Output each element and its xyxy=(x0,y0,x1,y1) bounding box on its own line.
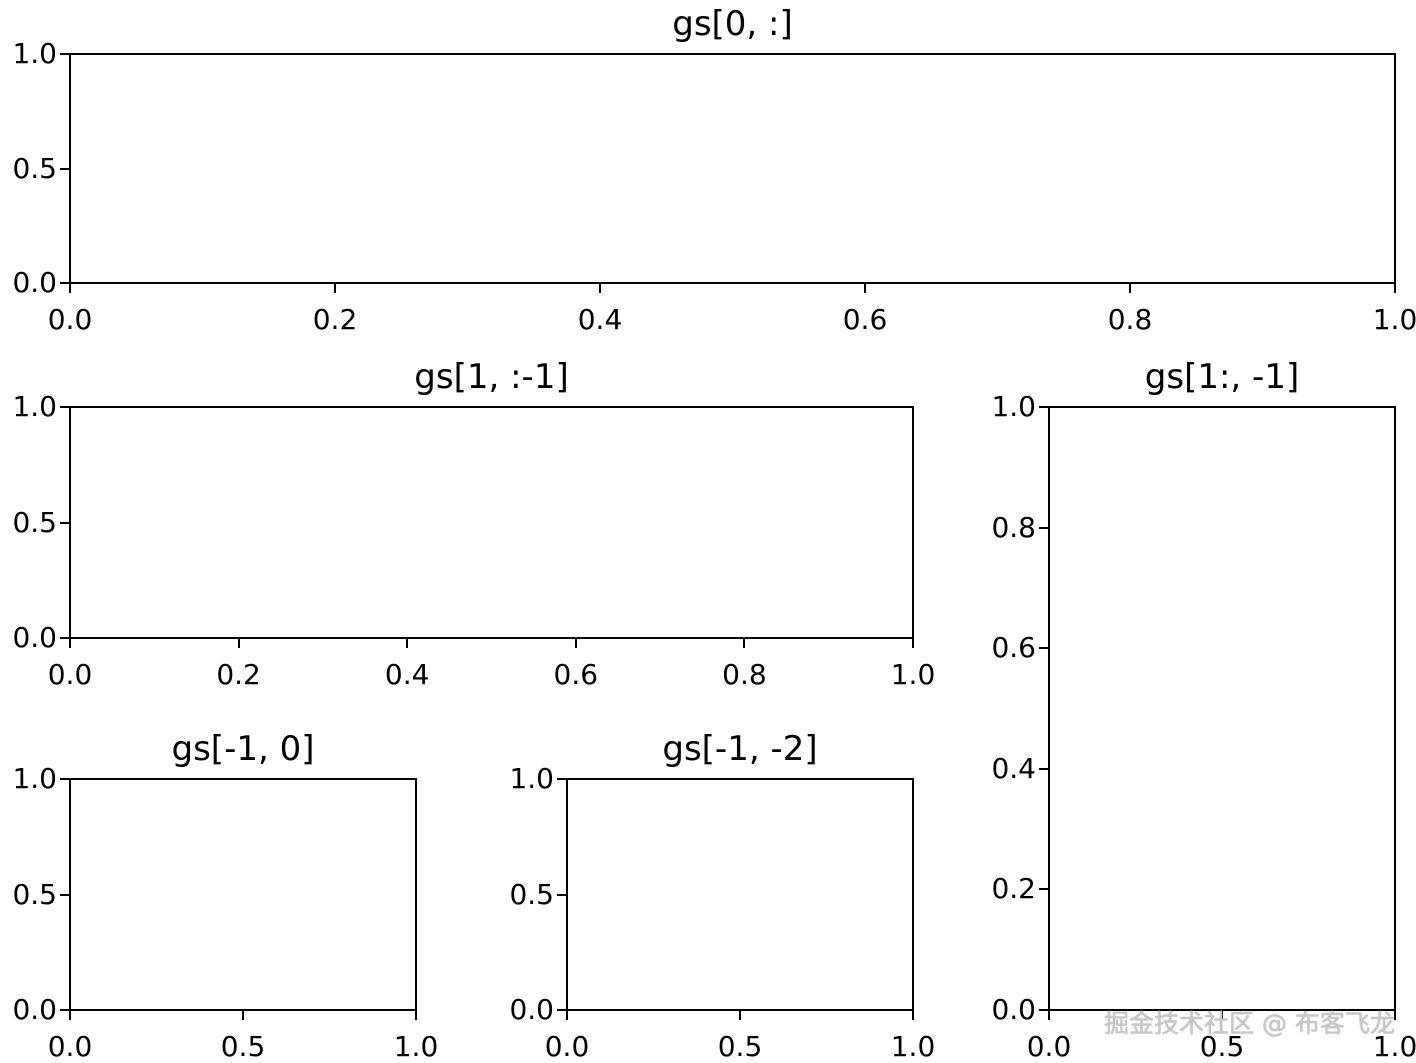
x-tick-mark xyxy=(1129,284,1131,293)
x-tick-mark xyxy=(1048,1011,1050,1020)
y-tick-label: 0.5 xyxy=(12,877,57,911)
y-tick-label: 0.5 xyxy=(12,151,57,185)
subplot-title: gs[0, :] xyxy=(672,4,793,44)
y-tick-mark xyxy=(1039,526,1048,529)
x-tick-label: 0.8 xyxy=(722,658,767,691)
y-tick-mark xyxy=(60,406,69,408)
x-tick-mark xyxy=(334,284,336,293)
y-tick-mark xyxy=(557,893,566,896)
x-tick-mark xyxy=(69,284,71,293)
y-tick-label: 1.0 xyxy=(12,37,57,70)
x-tick-label: 0.4 xyxy=(577,303,623,336)
watermark: 掘金技术社区 @ 布客飞龙 xyxy=(1104,1009,1395,1038)
y-tick-label: 0.0 xyxy=(12,621,57,654)
x-tick-label: 1.0 xyxy=(890,658,936,691)
y-tick-label: 0.8 xyxy=(991,510,1036,544)
y-tick-label: 0.0 xyxy=(509,993,554,1026)
x-tick-mark xyxy=(1394,284,1396,293)
x-tick-label: 1.0 xyxy=(1372,1030,1416,1063)
x-tick-mark xyxy=(864,284,866,293)
x-tick-label: 0.6 xyxy=(842,303,888,336)
x-tick-mark xyxy=(912,1011,914,1020)
y-tick-label: 0.0 xyxy=(12,993,57,1026)
y-tick-mark xyxy=(60,893,69,896)
subplot-axes xyxy=(566,778,914,1011)
x-tick-mark xyxy=(1221,1011,1223,1020)
y-tick-mark xyxy=(557,1009,566,1011)
x-tick-mark xyxy=(415,1011,417,1020)
y-tick-label: 0.5 xyxy=(12,505,57,539)
x-tick-label: 0.0 xyxy=(47,303,93,336)
y-tick-mark xyxy=(60,521,69,524)
x-tick-label: 0.5 xyxy=(717,1030,763,1063)
x-tick-label: 0.2 xyxy=(216,658,261,691)
x-tick-mark xyxy=(69,1011,71,1020)
subplot-axes xyxy=(69,406,914,639)
x-tick-label: 0.6 xyxy=(553,658,599,691)
subplot-axes xyxy=(1048,406,1396,1011)
x-tick-label: 0.5 xyxy=(1199,1030,1245,1063)
y-tick-mark xyxy=(60,1009,69,1011)
y-tick-label: 1.0 xyxy=(12,390,57,423)
y-tick-mark xyxy=(557,778,566,780)
x-tick-label: 0.0 xyxy=(47,1030,93,1063)
x-tick-label: 0.0 xyxy=(47,658,93,691)
subplot-title: gs[-1, 0] xyxy=(171,729,315,769)
y-tick-mark xyxy=(1039,1009,1048,1011)
y-tick-mark xyxy=(1039,647,1048,650)
y-tick-label: 0.5 xyxy=(509,877,554,911)
y-tick-mark xyxy=(1039,406,1048,408)
x-tick-mark xyxy=(406,639,409,648)
x-tick-mark xyxy=(566,1011,568,1020)
x-tick-mark xyxy=(242,1011,244,1020)
y-tick-mark xyxy=(60,282,69,284)
y-tick-mark xyxy=(60,778,69,780)
y-tick-mark xyxy=(60,637,69,639)
y-tick-label: 0.6 xyxy=(991,631,1036,665)
subplot-title: gs[1, :-1] xyxy=(414,357,569,397)
y-tick-label: 1.0 xyxy=(12,762,57,795)
y-tick-mark xyxy=(1039,888,1048,891)
y-tick-label: 0.0 xyxy=(991,993,1036,1026)
x-tick-mark xyxy=(237,639,240,648)
x-tick-label: 0.8 xyxy=(1107,303,1153,336)
y-tick-label: 0.4 xyxy=(991,751,1036,785)
y-tick-label: 1.0 xyxy=(509,762,554,795)
x-tick-label: 1.0 xyxy=(1372,303,1416,336)
x-tick-label: 0.0 xyxy=(1026,1030,1072,1063)
y-tick-mark xyxy=(1039,767,1048,770)
x-tick-mark xyxy=(69,639,71,648)
x-tick-mark xyxy=(912,639,914,648)
x-tick-label: 0.0 xyxy=(544,1030,590,1063)
x-tick-label: 1.0 xyxy=(393,1030,439,1063)
x-tick-label: 0.2 xyxy=(312,303,358,336)
x-tick-mark xyxy=(599,284,601,293)
y-tick-label: 0.2 xyxy=(991,872,1036,906)
x-tick-mark xyxy=(574,639,577,648)
x-tick-mark xyxy=(1394,1011,1396,1020)
y-tick-mark xyxy=(60,53,69,55)
subplot-title: gs[1:, -1] xyxy=(1144,357,1300,397)
x-tick-label: 0.5 xyxy=(220,1030,266,1063)
x-tick-label: 0.4 xyxy=(384,658,430,691)
y-tick-mark xyxy=(60,167,69,170)
y-tick-label: 0.0 xyxy=(12,266,57,299)
subplot-title: gs[-1, -2] xyxy=(662,729,818,769)
x-tick-mark xyxy=(743,639,746,648)
y-tick-label: 1.0 xyxy=(991,390,1036,423)
subplot-axes xyxy=(69,778,417,1011)
x-tick-mark xyxy=(739,1011,741,1020)
x-tick-label: 1.0 xyxy=(890,1030,936,1063)
subplot-axes xyxy=(69,53,1396,284)
